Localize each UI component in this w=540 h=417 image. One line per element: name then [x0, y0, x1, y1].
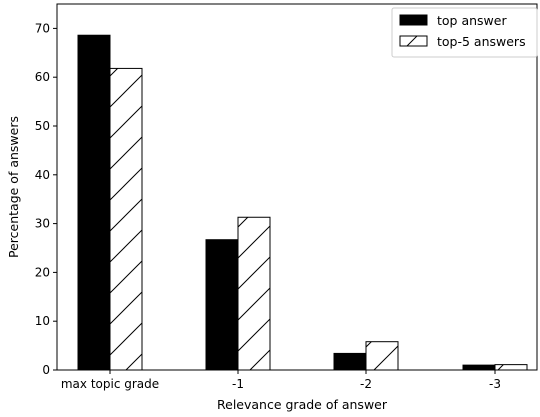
- x-tick-label: -1: [232, 377, 244, 391]
- x-axis-ticks: max topic grade -1 -2 -3: [61, 370, 501, 391]
- y-tick-label: 40: [35, 168, 50, 182]
- bars-group: [77, 34, 528, 371]
- legend-swatch-hatch-line: [406, 35, 418, 47]
- bar-top5-answers-3: [494, 364, 528, 371]
- legend-swatch-top-answer: [399, 14, 428, 26]
- y-axis-label: Percentage of answers: [6, 116, 21, 258]
- y-tick-label: 30: [35, 217, 50, 231]
- legend: top answer top-5 answers: [391, 7, 538, 58]
- bar-top-answer-1: [205, 239, 239, 371]
- y-tick-label: 70: [35, 21, 50, 35]
- bar-top-answer-3: [462, 364, 496, 371]
- bar-top5-answers-0: [109, 67, 143, 371]
- y-axis-ticks: 0 10 20 30 40 50 60 70: [35, 21, 57, 377]
- legend-box: [391, 7, 538, 58]
- x-tick-label: -3: [489, 377, 501, 391]
- x-tick-label: max topic grade: [61, 377, 159, 391]
- y-tick-label: 0: [42, 363, 50, 377]
- plot-area-frame: [56, 3, 538, 371]
- legend-label-top-answer: top answer: [437, 13, 507, 28]
- legend-swatch-top5-answers: [399, 35, 428, 47]
- legend-label-top5-answers: top-5 answers: [437, 34, 526, 49]
- x-axis-label: Relevance grade of answer: [217, 397, 388, 412]
- bar-top-answer-2: [333, 352, 367, 371]
- bar-top5-answers-1: [237, 216, 271, 371]
- bar-top-answer-0: [77, 34, 111, 371]
- y-tick-label: 20: [35, 265, 50, 279]
- bar-top5-answers-2: [365, 341, 399, 371]
- x-tick-label: -2: [360, 377, 372, 391]
- y-tick-label: 10: [35, 314, 50, 328]
- y-tick-label: 50: [35, 119, 50, 133]
- y-tick-label: 60: [35, 70, 50, 84]
